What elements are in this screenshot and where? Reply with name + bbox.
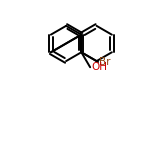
Text: OH: OH: [91, 62, 107, 72]
Text: Br: Br: [99, 57, 110, 67]
